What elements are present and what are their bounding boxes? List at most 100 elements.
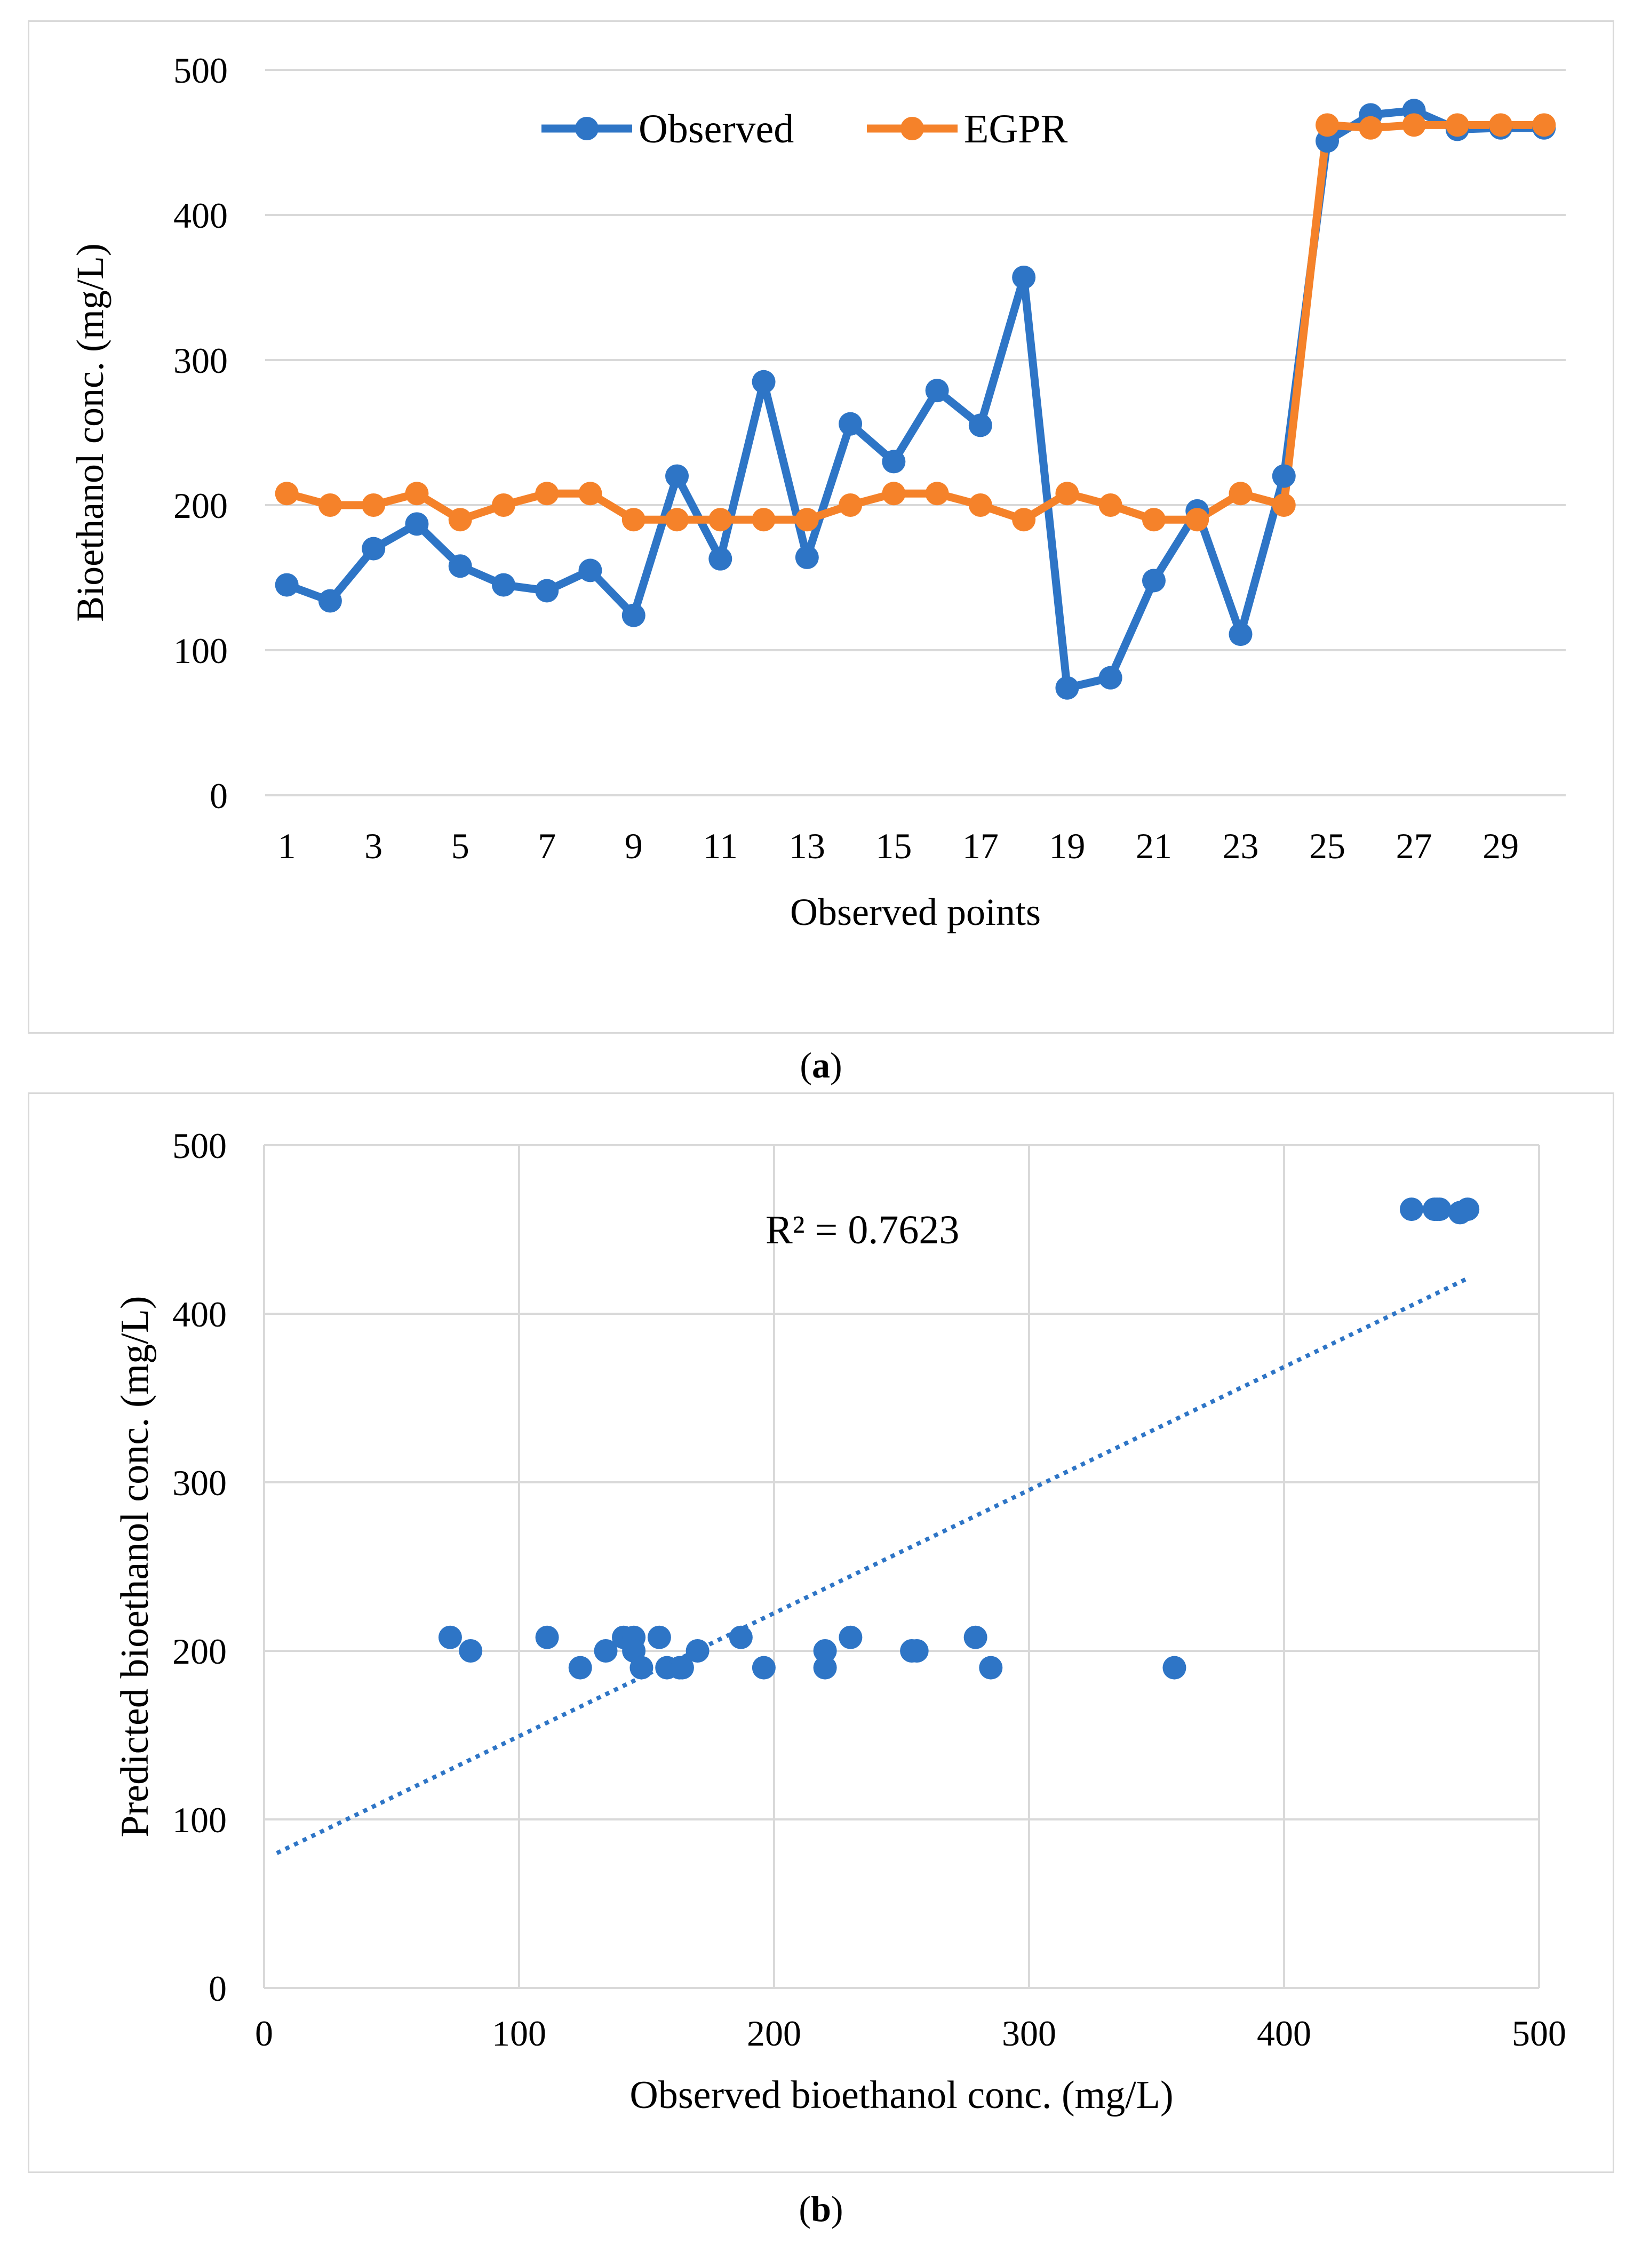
scatter-point <box>670 1656 694 1680</box>
data-point-observed <box>1098 666 1122 690</box>
x-axis-title: Observed bioethanol conc. (mg/L) <box>629 2073 1173 2117</box>
y-tick-label: 0 <box>210 776 228 816</box>
y-tick-label: 0 <box>209 1968 227 2009</box>
data-point-egpr <box>405 482 429 506</box>
scatter-point <box>647 1625 671 1649</box>
data-point-egpr <box>665 508 689 532</box>
y-axis-title: Predicted bioethanol conc. (mg/L) <box>113 1296 157 1837</box>
data-point-observed <box>275 573 299 597</box>
data-point-egpr <box>448 508 472 532</box>
data-point-egpr <box>1229 482 1253 506</box>
x-tick-label: 17 <box>962 826 999 866</box>
scatter-point <box>1162 1656 1186 1680</box>
x-tick-label: 15 <box>875 826 912 866</box>
data-point-observed <box>491 573 515 597</box>
x-tick-label: 23 <box>1223 826 1259 866</box>
data-point-observed <box>448 554 472 578</box>
data-point-egpr <box>1098 493 1122 517</box>
y-tick-label: 100 <box>173 630 228 671</box>
scatter-point <box>979 1656 1003 1680</box>
scatter-point <box>963 1625 987 1649</box>
x-tick-label: 400 <box>1257 2013 1311 2054</box>
chart-a-panel: 0 100 200 300 400 500 1 3 5 7 9 11 13 15 17 19 21 23 25 27 2… <box>28 20 1614 1034</box>
caption-a: (a) <box>800 1045 842 1085</box>
x-tick-label: 27 <box>1396 826 1432 866</box>
chart-b-panel: 0 100 200 300 400 500 0 100 200 300 400 500 Observed… <box>28 1092 1614 2173</box>
data-point-observed <box>535 579 559 603</box>
x-tick-label: 1 <box>278 826 296 866</box>
y-tick-label: 500 <box>173 50 228 91</box>
scatter-point <box>1428 1197 1452 1221</box>
x-tick-label: 25 <box>1309 826 1345 866</box>
y-tick-label: 200 <box>173 485 228 526</box>
data-point-egpr <box>839 493 863 517</box>
scatter-point <box>629 1656 653 1680</box>
data-point-egpr <box>925 482 949 506</box>
data-point-egpr <box>1359 116 1383 140</box>
data-point-observed <box>578 558 602 582</box>
scatter-point <box>905 1639 929 1663</box>
x-tick-label: 500 <box>1512 2013 1566 2054</box>
scatter-chart-b: 0 100 200 300 400 500 0 100 200 300 400 500 Observed… <box>113 1125 1566 2117</box>
y-tick-label: 500 <box>172 1125 227 1166</box>
legend-label: EGPR <box>964 107 1068 151</box>
data-point-egpr <box>1489 113 1513 137</box>
x-tick-label: 5 <box>451 826 469 866</box>
legend-label: Observed <box>639 107 794 151</box>
data-point-egpr <box>621 508 645 532</box>
x-tick-label: 13 <box>789 826 825 866</box>
y-tick-label: 100 <box>172 1800 227 1840</box>
data-point-observed <box>708 547 732 571</box>
data-point-egpr <box>1185 508 1209 532</box>
data-point-observed <box>839 412 863 436</box>
x-axis-title: Observed points <box>790 891 1041 933</box>
data-point-egpr <box>1272 493 1296 517</box>
scatter-point <box>594 1639 618 1663</box>
data-point-observed <box>1229 622 1253 646</box>
y-tick-label: 400 <box>173 195 228 236</box>
data-point-observed <box>968 413 992 437</box>
data-point-egpr <box>752 508 776 532</box>
y-tick-label: 300 <box>172 1463 227 1503</box>
x-tick-label: 100 <box>492 2013 546 2054</box>
data-point-egpr <box>882 482 906 506</box>
legend-swatch-marker <box>575 117 599 140</box>
y-tick-label: 200 <box>172 1631 227 1672</box>
data-point-observed <box>318 589 342 613</box>
data-point-egpr <box>968 493 992 517</box>
scatter-point <box>729 1625 753 1649</box>
scatter-point <box>686 1639 710 1663</box>
data-point-observed <box>882 450 906 474</box>
scatter-point <box>752 1656 776 1680</box>
data-point-egpr <box>578 482 602 506</box>
scatter-point <box>813 1639 837 1663</box>
x-tick-label: 7 <box>538 826 556 866</box>
x-tick-label: 11 <box>703 826 738 866</box>
data-point-egpr <box>535 482 559 506</box>
x-tick-label: 200 <box>747 2013 801 2054</box>
x-tick-label: 19 <box>1049 826 1085 866</box>
data-point-observed <box>621 603 645 627</box>
scatter-point <box>535 1625 559 1649</box>
y-tick-label: 400 <box>172 1294 227 1335</box>
r-squared-annotation: R² = 0.7623 <box>766 1208 959 1252</box>
scatter-point <box>1400 1197 1423 1221</box>
data-point-observed <box>925 379 949 403</box>
data-point-observed <box>752 370 776 394</box>
x-tick-label: 21 <box>1136 826 1172 866</box>
data-point-egpr <box>1532 113 1556 137</box>
legend-swatch-marker <box>900 117 924 140</box>
data-point-observed <box>795 545 819 569</box>
series-line-observed <box>285 106 1544 692</box>
data-point-observed <box>665 464 689 488</box>
data-point-observed <box>1272 464 1296 488</box>
data-point-egpr <box>795 508 819 532</box>
data-point-egpr <box>1316 113 1340 137</box>
scatter-point <box>813 1656 837 1680</box>
data-point-egpr <box>1055 482 1079 506</box>
y-tick-label: 300 <box>173 340 228 381</box>
data-point-egpr <box>1402 113 1426 137</box>
x-tick-label: 3 <box>364 826 382 866</box>
data-point-observed <box>362 537 386 561</box>
